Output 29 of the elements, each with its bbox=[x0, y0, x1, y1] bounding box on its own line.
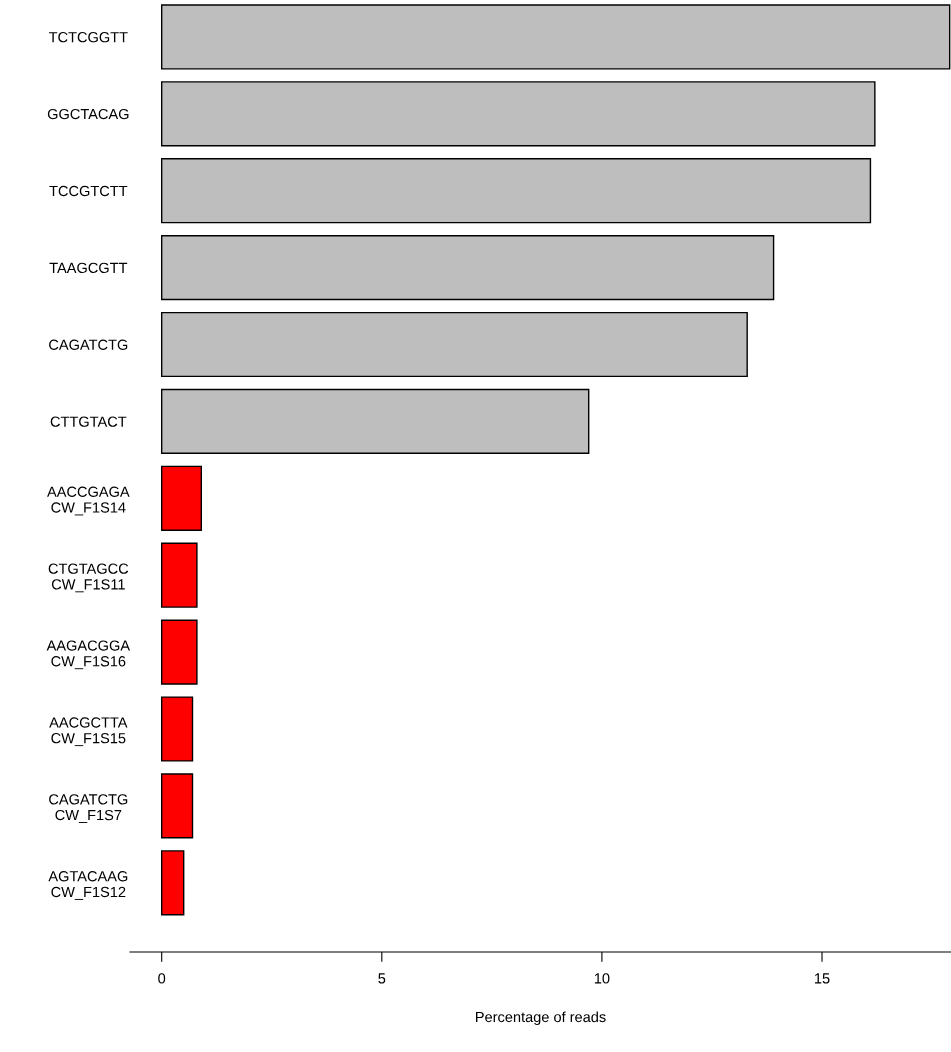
bar bbox=[161, 465, 203, 531]
bar bbox=[161, 81, 876, 147]
y-tick-label: TCCGTCTT bbox=[49, 185, 128, 197]
bar bbox=[161, 619, 198, 685]
y-tick-label: CAGATCTG CW_F1S7 bbox=[49, 794, 128, 823]
y-tick-label: CTGTAGCC CW_F1S11 bbox=[48, 563, 129, 593]
bar bbox=[161, 4, 951, 70]
bar bbox=[161, 158, 872, 224]
y-tick-label: TCTCGGTT bbox=[48, 32, 128, 43]
bar bbox=[161, 388, 590, 455]
y-tick-label: AACCGAGA CW_F1S14 bbox=[47, 486, 130, 516]
y-tick-label: GGCTACAG bbox=[47, 108, 129, 120]
bar bbox=[161, 311, 748, 378]
y-tick-label: CAGATCTG bbox=[49, 339, 128, 350]
bar bbox=[161, 773, 194, 839]
x-tick-label: 10 bbox=[594, 973, 610, 984]
y-tick-label: AGTACAAG CW_F1S12 bbox=[48, 871, 128, 900]
y-tick-label: CTTGTACT bbox=[50, 416, 127, 427]
y-tick-label: TAAGCGTT bbox=[49, 262, 128, 274]
x-tick-label: 15 bbox=[815, 973, 830, 984]
bar bbox=[161, 850, 185, 916]
bar bbox=[161, 696, 194, 762]
x-tick-label: 5 bbox=[378, 973, 386, 984]
y-tick-label: AACGCTTA CW_F1S15 bbox=[49, 717, 128, 747]
x-axis-title: Percentage of reads bbox=[476, 1011, 606, 1026]
y-tick-label: AAGACGGA CW_F1S16 bbox=[46, 640, 131, 670]
bar bbox=[161, 542, 198, 608]
x-tick-label: 0 bbox=[158, 973, 166, 984]
bar bbox=[161, 234, 775, 301]
